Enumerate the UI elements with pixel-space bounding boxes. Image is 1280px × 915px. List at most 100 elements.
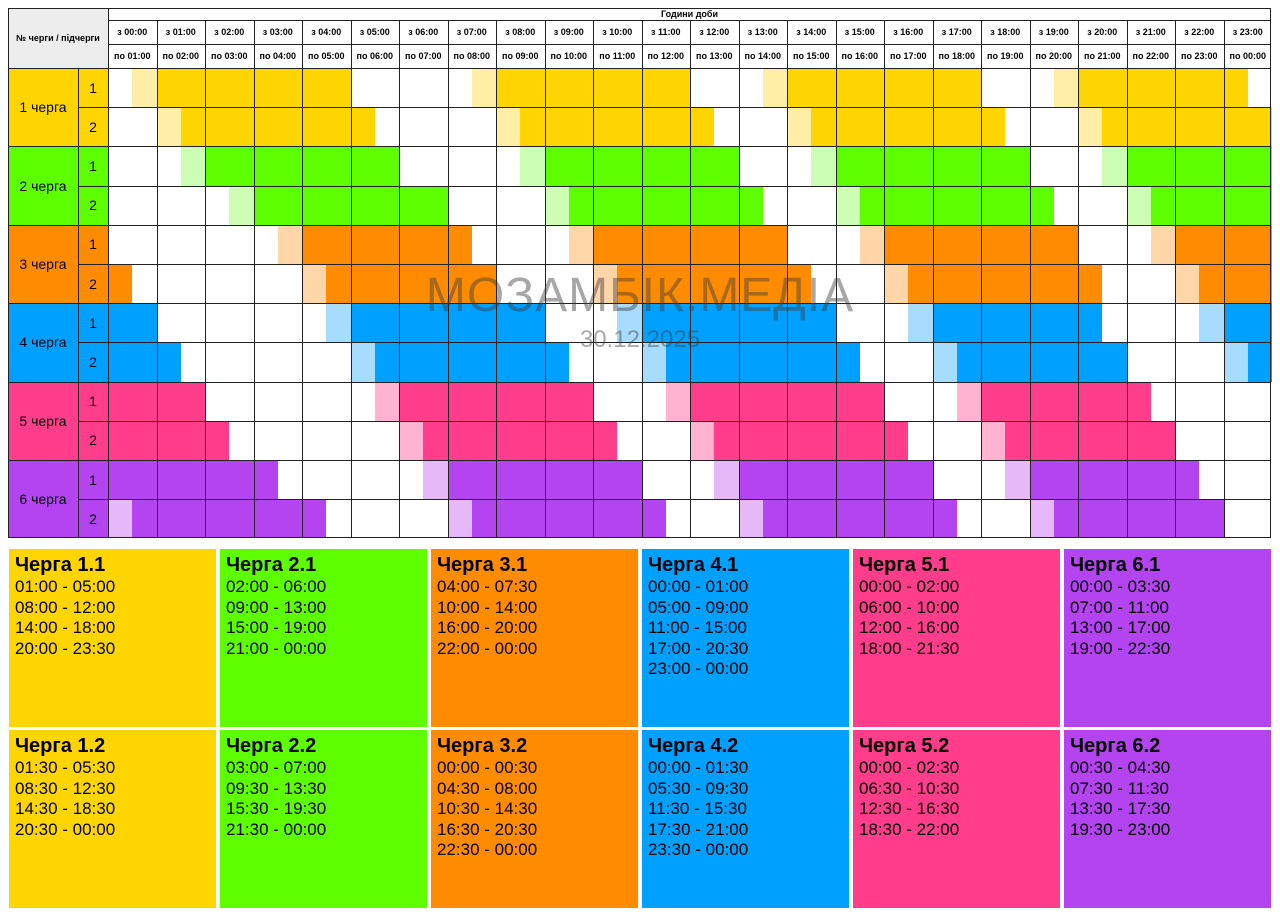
grid-line <box>1270 8 1271 539</box>
outage-time-range: 00:00 - 02:30 <box>859 758 960 777</box>
queue-card: Черга 5.1 00:00 - 02:00 06:00 - 10:00 12:00… <box>853 549 1060 727</box>
queue-card-title: Черга 6.2 <box>1070 735 1161 757</box>
transition-mark <box>326 303 351 343</box>
hour-from-label: з 20:00 <box>1087 27 1118 37</box>
outage-time-range: 04:00 - 07:30 <box>437 577 538 596</box>
grid-line <box>8 146 1271 148</box>
queue-card-title: Черга 1.2 <box>15 735 106 757</box>
outage-bar <box>859 185 1054 225</box>
transition-mark <box>1150 224 1175 264</box>
transition-mark <box>787 107 812 147</box>
hour-from-label: з 03:00 <box>262 27 293 37</box>
queue-card-title: Черга 5.1 <box>859 554 950 576</box>
hour-from-label: з 18:00 <box>990 27 1021 37</box>
outage-time-range: 01:00 - 05:00 <box>15 577 116 596</box>
outage-time-range: 02:00 - 06:00 <box>226 577 327 596</box>
subqueue-label: 1 <box>78 460 108 500</box>
queue-card: Черга 6.2 00:30 - 04:30 07:30 - 11:30 13:30… <box>1064 730 1271 908</box>
queue-label: 5 черга <box>8 381 78 460</box>
outage-time-range: 00:00 - 03:30 <box>1070 577 1171 596</box>
grid-line <box>8 460 1271 461</box>
queue-card-title: Черга 3.2 <box>437 735 528 757</box>
transition-mark <box>714 460 739 500</box>
transition-mark <box>568 224 593 264</box>
hour-to-label: по 04:00 <box>259 51 296 61</box>
queue-card: Черга 1.2 01:30 - 05:30 08:30 - 12:30 14:30… <box>9 730 216 908</box>
grid-line <box>78 185 1271 187</box>
outage-time-range: 16:30 - 20:30 <box>437 819 538 839</box>
outage-bar <box>1053 499 1224 539</box>
queue-card: Черга 1.1 01:00 - 05:00 08:00 - 12:00 14:00… <box>9 549 216 727</box>
hour-to-label: по 20:00 <box>1035 51 1072 61</box>
outage-bar <box>956 342 1127 382</box>
transition-mark <box>496 107 521 147</box>
hour-to-label: по 12:00 <box>647 51 684 61</box>
outage-time-range: 20:00 - 23:30 <box>15 638 116 658</box>
outage-time-range: 22:30 - 00:00 <box>437 840 538 859</box>
corner-label: № черги / підчерги <box>8 8 108 68</box>
hour-to-label: по 22:00 <box>1132 51 1169 61</box>
grid-line <box>1078 20 1079 539</box>
outage-time-range: 04:30 - 08:00 <box>437 778 538 798</box>
transition-mark <box>738 499 763 539</box>
outage-bar <box>981 381 1151 421</box>
hour-from-label: з 05:00 <box>359 27 390 37</box>
outage-time-range: 00:00 - 01:30 <box>648 758 749 777</box>
queue-label: 2 черга <box>8 146 78 225</box>
transition-mark <box>1199 303 1224 343</box>
hour-from-label: з 14:00 <box>796 27 827 37</box>
queue-card-title: Черга 4.2 <box>648 735 739 757</box>
hour-to-label: по 11:00 <box>599 51 636 61</box>
hour-from-label: з 13:00 <box>747 27 778 37</box>
hour-to-label: по 17:00 <box>890 51 927 61</box>
transition-mark <box>593 264 618 304</box>
subqueue-label: 2 <box>78 499 108 539</box>
transition-mark <box>374 381 399 421</box>
outage-time-range: 10:00 - 14:00 <box>437 597 538 617</box>
grid-line <box>78 499 1271 501</box>
outage-bar <box>1247 342 1272 382</box>
outage-time-range: 15:00 - 19:00 <box>226 618 327 637</box>
outage-bar <box>811 107 1006 147</box>
outage-time-range: 10:30 - 14:30 <box>437 799 538 818</box>
transition-mark <box>956 381 981 421</box>
grid-line <box>8 224 1271 226</box>
outage-bar <box>1223 303 1272 343</box>
hour-to-label: по 02:00 <box>162 51 199 61</box>
transition-mark <box>859 224 884 264</box>
transition-mark <box>690 420 715 460</box>
hour-from-label: з 07:00 <box>456 27 487 37</box>
hour-from-label: з 06:00 <box>408 27 439 37</box>
grid-line <box>253 20 255 539</box>
outage-time-range: 20:30 - 00:00 <box>15 819 116 839</box>
queue-card-title: Черга 3.1 <box>437 554 528 576</box>
outage-bar <box>108 342 181 382</box>
transition-mark <box>423 460 448 500</box>
transition-mark <box>180 146 205 186</box>
outage-time-range: 17:30 - 21:00 <box>648 819 749 839</box>
queue-label: 4 черга <box>8 303 78 382</box>
outage-bar <box>762 499 957 539</box>
outage-bar <box>108 460 278 500</box>
outage-time-range: 00:00 - 00:30 <box>437 758 538 777</box>
subqueue-label: 2 <box>78 420 108 460</box>
transition-mark <box>277 224 302 264</box>
hour-from-label: з 16:00 <box>893 27 924 37</box>
hour-from-label: з 00:00 <box>117 27 148 37</box>
queue-card-title: Черга 2.1 <box>226 554 317 576</box>
outage-bar <box>1078 68 1248 108</box>
grid-line <box>8 8 9 539</box>
grid-line <box>78 107 1271 109</box>
hour-from-label: з 19:00 <box>1038 27 1069 37</box>
transition-mark <box>350 342 375 382</box>
grid-line <box>593 20 594 539</box>
outage-time-range: 05:00 - 09:00 <box>648 597 749 617</box>
outage-time-range: 18:30 - 22:00 <box>859 819 960 839</box>
outage-time-range: 21:00 - 00:00 <box>226 638 327 658</box>
hours-label: Години доби <box>660 9 719 19</box>
transition-mark <box>1102 146 1127 186</box>
transition-mark <box>1053 68 1078 108</box>
grid-line <box>738 20 740 539</box>
outage-bar <box>132 499 327 539</box>
queue-card: Черга 2.2 03:00 - 07:00 09:30 - 13:30 15:30… <box>220 730 427 908</box>
